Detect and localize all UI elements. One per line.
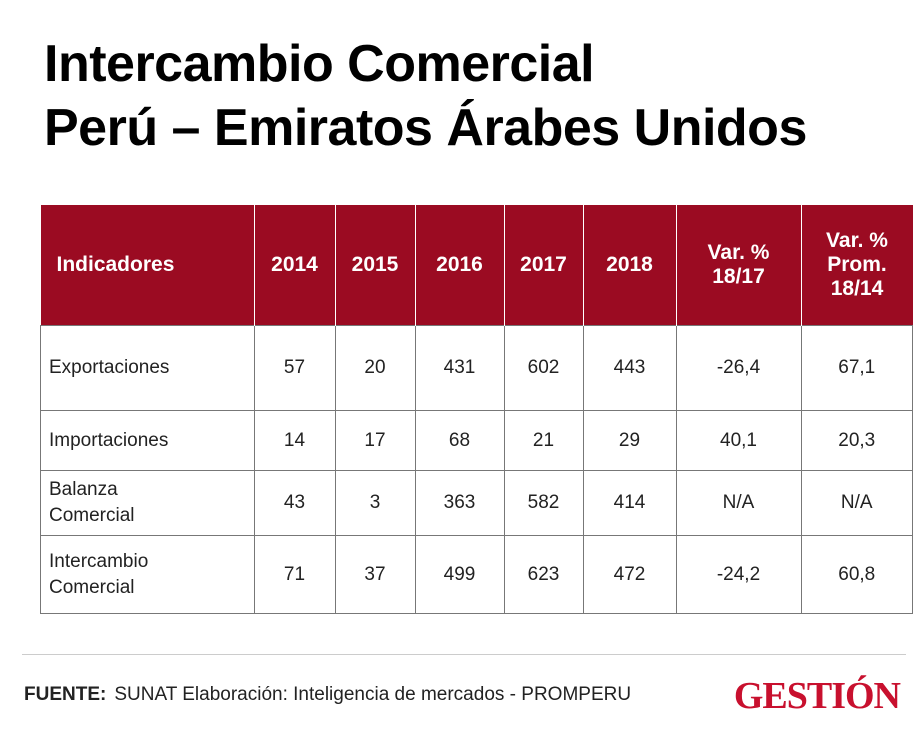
title-line: Intercambio Comercial <box>44 35 595 93</box>
column-header: 2018 <box>582 205 676 326</box>
cell: 67,1 <box>800 325 913 411</box>
source: FUENTE: SUNAT Elaboración: Inteligencia d… <box>24 684 631 706</box>
cell: 414 <box>582 470 677 536</box>
cell: 443 <box>582 325 677 411</box>
cell: 20 <box>334 325 416 411</box>
cell-line: Balanza <box>49 479 118 500</box>
title-line: Perú – Emiratos Árabes Unidos <box>44 99 807 157</box>
logo: GESTIÓN <box>733 675 901 717</box>
cell-line: 2014 <box>271 253 318 276</box>
cell: 14 <box>253 410 336 471</box>
cell: 43 <box>253 470 336 536</box>
cell: 431 <box>414 325 505 411</box>
column-header: Var. % Prom. 18/14 <box>800 205 913 326</box>
cell: N/A <box>800 470 913 536</box>
cell-line: 2017 <box>520 253 567 276</box>
cell: 40,1 <box>675 410 802 471</box>
row-label: Balanza Comercial <box>40 470 255 536</box>
source-label: FUENTE: <box>24 684 107 705</box>
source-text: SUNAT Elaboración: Inteligencia de merca… <box>114 684 632 705</box>
row-label: Importaciones <box>40 410 255 471</box>
cell: 582 <box>503 470 584 536</box>
cell-line: 2015 <box>351 253 399 276</box>
divider <box>22 654 906 655</box>
column-header: 2015 <box>334 205 415 326</box>
cell: 499 <box>414 535 505 614</box>
header-row: Indicadores 2014 2015 2016 2017 2018 Var. % 18/… <box>40 205 913 326</box>
column-header: 2016 <box>414 205 504 326</box>
cell: 60,8 <box>800 535 913 614</box>
column-header: Indicadores <box>40 205 254 326</box>
cell-line: Indicadores <box>56 253 175 276</box>
column-header: 2017 <box>503 205 583 326</box>
table-row: Importaciones 14 17 68 21 29 40,1 20,3 <box>40 410 913 471</box>
cell-line: 2016 <box>436 253 483 276</box>
cell: 17 <box>334 410 416 471</box>
cell-line: Prom. <box>827 253 887 276</box>
cell-line: Var. % <box>707 241 770 264</box>
cell: 20,3 <box>800 410 913 471</box>
row-label: Exportaciones <box>40 325 255 411</box>
cell: 21 <box>503 410 584 471</box>
cell: 623 <box>503 535 584 614</box>
table-row: Balanza Comercial 43 3 363 582 414 N/A N/A <box>40 470 913 536</box>
cell-line: Comercial <box>49 505 135 526</box>
cell: 71 <box>253 535 336 614</box>
cell-line: Var. % <box>826 229 888 252</box>
cell: 363 <box>414 470 505 536</box>
data-table: Indicadores 2014 2015 2016 2017 2018 Var. % 18/… <box>40 205 913 614</box>
table-row: Exportaciones 57 20 431 602 443 -26,4 67,1 <box>40 325 913 411</box>
cell-line: 2018 <box>606 253 653 276</box>
cell-line: Exportaciones <box>49 357 170 378</box>
cell: -26,4 <box>675 325 802 411</box>
cell-line: 18/14 <box>830 277 884 300</box>
table-row: Intercambio Comercial 71 37 499 623 472 -24,2 60… <box>40 535 913 614</box>
cell-line: Importaciones <box>49 429 169 451</box>
cell: N/A <box>675 470 802 536</box>
cell: 68 <box>414 410 505 471</box>
cell-line: Intercambio <box>49 550 149 572</box>
column-header: Var. % 18/17 <box>675 205 801 326</box>
cell: 602 <box>503 325 584 411</box>
cell: 3 <box>334 470 416 536</box>
cell-line: Comercial <box>49 576 135 598</box>
cell: 57 <box>253 325 336 411</box>
cell: 472 <box>582 535 677 614</box>
column-header: 2014 <box>253 205 335 326</box>
row-label: Intercambio Comercial <box>40 535 255 614</box>
cell: 29 <box>582 410 677 471</box>
cell: 37 <box>334 535 416 614</box>
cell: -24,2 <box>675 535 802 614</box>
cell-line: 18/17 <box>712 265 765 288</box>
